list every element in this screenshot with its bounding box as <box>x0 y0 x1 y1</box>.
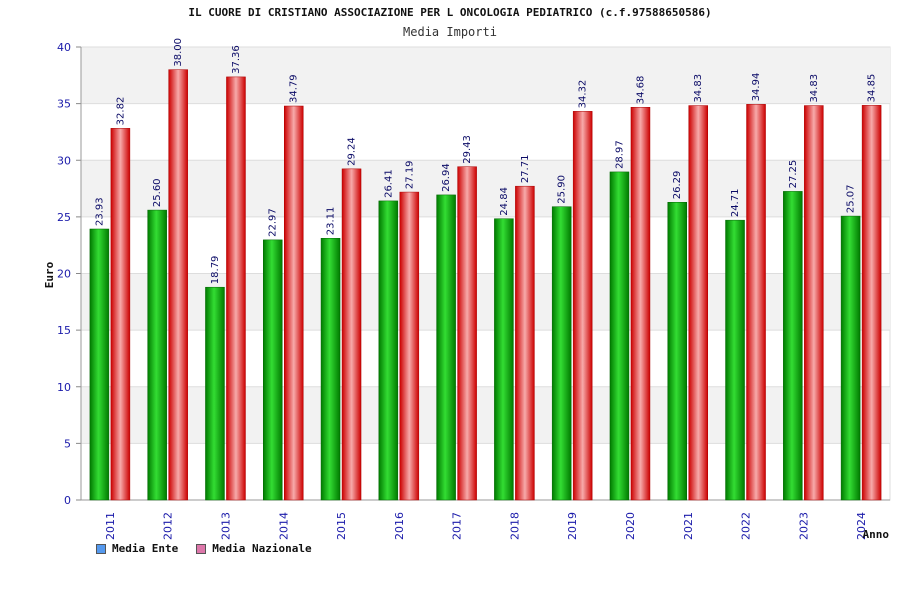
data-label: 25.07 <box>846 184 857 213</box>
bar-media-ente <box>783 191 803 501</box>
chart-subtitle: Media Importi <box>403 25 497 39</box>
bar-media-ente <box>667 202 687 501</box>
x-tick-label: 2021 <box>682 512 695 540</box>
x-tick-label: 2011 <box>104 512 117 540</box>
data-label: 38.00 <box>173 38 184 67</box>
grid-band <box>81 273 890 331</box>
chart-title: IL CUORE DI CRISTIANO ASSOCIAZIONE PER L… <box>188 6 712 19</box>
data-label: 34.83 <box>693 74 704 103</box>
data-label: 34.32 <box>578 80 589 109</box>
bar-media-ente <box>378 200 399 501</box>
data-label: 26.94 <box>441 163 452 192</box>
data-label: 26.41 <box>383 169 394 198</box>
bar-media-nazionale <box>746 104 766 501</box>
y-tick-label: 5 <box>64 437 71 450</box>
bar-media-ente <box>609 171 630 501</box>
y-tick-label: 25 <box>57 211 71 224</box>
x-tick-label: 2015 <box>335 512 348 540</box>
y-tick-label: 15 <box>57 324 71 337</box>
bar-media-ente <box>89 228 110 501</box>
bar-media-nazionale <box>341 168 362 501</box>
legend-swatch-media-ente <box>96 543 106 554</box>
x-tick-label: 2024 <box>855 512 868 540</box>
data-label: 27.25 <box>788 160 799 189</box>
y-tick-label: 30 <box>57 154 71 167</box>
legend: Media Ente Media Nazionale <box>96 542 312 555</box>
bar-media-nazionale <box>110 128 131 501</box>
y-tick-label: 35 <box>57 98 71 111</box>
bar-media-ente <box>840 215 861 501</box>
x-tick-label: 2019 <box>566 512 579 540</box>
bar-media-nazionale <box>572 111 593 501</box>
bar-media-ente <box>494 218 514 501</box>
data-label: 32.82 <box>115 97 126 126</box>
bar-media-ente <box>320 238 341 501</box>
x-tick-label: 2013 <box>219 512 232 540</box>
legend-swatch-media-nazionale <box>196 543 207 554</box>
x-tick-label: 2023 <box>797 512 810 540</box>
data-label: 29.24 <box>347 137 358 166</box>
x-tick-label: 2017 <box>451 512 464 540</box>
data-label: 34.83 <box>809 74 820 103</box>
y-tick-label: 10 <box>57 381 71 394</box>
y-tick-label: 40 <box>57 41 71 54</box>
x-tick-label: 2018 <box>508 512 521 540</box>
data-label: 26.29 <box>672 171 683 200</box>
data-label: 25.90 <box>557 175 568 204</box>
x-tick-label: 2020 <box>624 512 637 540</box>
bar-media-ente <box>205 286 225 501</box>
grid-band <box>81 160 890 217</box>
legend-item-media-nazionale: Media Nazionale <box>196 542 312 555</box>
bar-media-ente <box>725 219 745 501</box>
bar-media-ente <box>263 239 283 501</box>
data-label: 24.84 <box>499 187 510 216</box>
data-label: 27.19 <box>404 160 415 189</box>
bar-media-nazionale <box>861 105 882 501</box>
data-label: 34.68 <box>635 76 646 105</box>
x-tick-label: 2022 <box>740 512 753 540</box>
data-label: 28.97 <box>614 140 625 169</box>
bar-media-nazionale <box>630 106 651 501</box>
data-label: 37.36 <box>231 45 242 74</box>
data-label: 18.79 <box>210 256 221 285</box>
legend-label: Media Ente <box>112 542 179 555</box>
legend-label: Media Nazionale <box>212 542 312 555</box>
data-label: 23.11 <box>326 207 337 236</box>
grid-band <box>81 47 890 104</box>
y-tick-label: 20 <box>57 268 71 281</box>
x-tick-label: 2014 <box>277 512 290 540</box>
data-label: 29.43 <box>462 135 473 164</box>
bar-media-nazionale <box>515 185 535 501</box>
bar-media-ente <box>147 209 167 501</box>
bar-media-ente <box>436 194 456 501</box>
y-tick-label: 0 <box>64 494 71 507</box>
data-label: 34.79 <box>289 74 300 103</box>
data-label: 34.94 <box>751 73 762 102</box>
data-label: 27.71 <box>520 155 531 184</box>
bar-media-nazionale <box>226 76 246 501</box>
legend-item-media-ente: Media Ente <box>96 542 178 555</box>
grid-band <box>81 386 890 444</box>
data-label: 34.85 <box>867 74 878 103</box>
bar-media-ente <box>551 206 572 501</box>
x-tick-label: 2012 <box>162 512 175 540</box>
bar-media-nazionale <box>399 191 420 501</box>
y-axis-label: Euro <box>43 261 56 288</box>
bar-media-nazionale <box>804 105 824 501</box>
data-label: 25.60 <box>152 178 163 207</box>
bar-media-nazionale <box>457 166 477 501</box>
x-axis-label: Anno <box>863 528 890 541</box>
bar-media-nazionale <box>284 105 304 501</box>
bar-media-nazionale <box>688 105 708 501</box>
data-label: 24.71 <box>730 189 741 218</box>
data-label: 22.97 <box>268 208 279 237</box>
data-label: 23.93 <box>94 197 105 226</box>
bar-media-nazionale <box>168 69 188 501</box>
x-tick-label: 2016 <box>393 512 406 540</box>
